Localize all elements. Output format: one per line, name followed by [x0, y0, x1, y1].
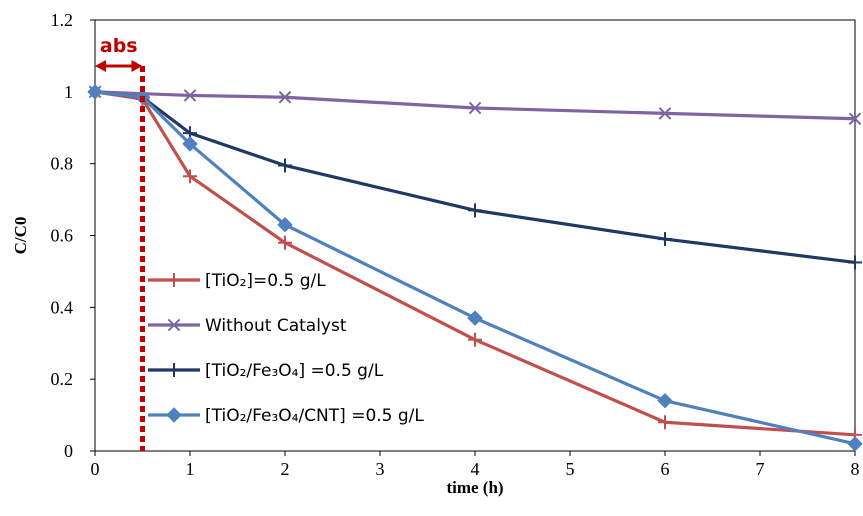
- data-point: [468, 332, 482, 347]
- data-point: [278, 158, 292, 173]
- data-point: [848, 112, 862, 126]
- x-tick-label: 4: [471, 459, 480, 479]
- data-point: [182, 136, 198, 152]
- x-marker-b: [183, 89, 197, 102]
- y-tick-label: 0.8: [51, 154, 74, 174]
- x-tick-label: 7: [756, 459, 765, 479]
- series-3: [88, 84, 862, 270]
- y-tick-label: 0.2: [51, 369, 74, 389]
- x-marker-b: [848, 112, 862, 126]
- data-point: [183, 89, 197, 102]
- x-marker-b: [278, 90, 292, 104]
- abs-arrow-head-right: [131, 60, 143, 72]
- data-point: [278, 90, 292, 104]
- y-axis-ticks: 0 0.2 0.4 0.6 0.8 1 1.2: [51, 10, 95, 461]
- diamond-marker: [87, 84, 103, 100]
- y-tick-label: 1.2: [51, 10, 74, 30]
- data-point: [277, 217, 293, 233]
- abs-arrow-head-left: [95, 60, 106, 72]
- x-tick-label: 2: [281, 459, 290, 479]
- legend-item-2: Without Catalyst: [148, 316, 347, 336]
- plot-area-border: [94, 19, 856, 452]
- abs-label: abs: [100, 35, 138, 57]
- data-point: [657, 393, 673, 409]
- x-tick-label: 8: [851, 459, 860, 479]
- diamond-marker: [277, 217, 293, 233]
- x-axis-ticks: 0 1 2 3 4 5 6 7 8: [91, 451, 860, 479]
- x-marker-b: [468, 101, 482, 115]
- data-point: [658, 232, 672, 247]
- data-point: [278, 235, 292, 250]
- series-line: [94, 90, 856, 446]
- abs-annotation: [95, 60, 145, 451]
- data-point: [468, 101, 482, 115]
- x-marker-b: [167, 318, 181, 332]
- legend-item-1: [TiO₂]=0.5 g/L: [148, 271, 326, 291]
- x-tick-label: 0: [91, 459, 100, 479]
- legend: [TiO₂]=0.5 g/L Without Catalyst [TiO₂/Fe₃O…: [148, 271, 424, 426]
- data-point: [847, 436, 863, 452]
- data-point: [467, 310, 483, 326]
- series-line: [94, 90, 856, 265]
- plot-frame: [94, 19, 856, 452]
- data-point: [658, 415, 672, 430]
- x-tick-label: 3: [376, 459, 385, 479]
- x-tick-label: 6: [661, 459, 670, 479]
- x-tick-label: 1: [186, 459, 195, 479]
- y-axis-title: C/C0: [11, 217, 30, 255]
- series-group: [87, 84, 863, 452]
- diamond-marker: [657, 393, 673, 409]
- data-point: [183, 169, 197, 184]
- diamond-marker: [182, 136, 198, 152]
- legend-label: [TiO₂/Fe₃O₄] =0.5 g/L: [205, 361, 384, 381]
- y-tick-label: 1: [64, 82, 73, 102]
- legend-label: [TiO₂]=0.5 g/L: [205, 271, 326, 291]
- series-line: [94, 90, 856, 437]
- series-4: [87, 84, 863, 452]
- series-2: [88, 85, 862, 126]
- data-point: [848, 255, 862, 270]
- legend-item-4: [TiO₂/Fe₃O₄/CNT] =0.5 g/L: [148, 406, 424, 426]
- data-point: [658, 107, 672, 120]
- x-marker-b: [658, 107, 672, 120]
- diamond-marker: [467, 310, 483, 326]
- y-tick-label: 0.6: [51, 226, 74, 246]
- series-line: [94, 90, 856, 121]
- legend-label: [TiO₂/Fe₃O₄/CNT] =0.5 g/L: [205, 406, 424, 426]
- diamond-marker: [166, 407, 182, 423]
- y-tick-label: 0.4: [51, 297, 74, 317]
- x-tick-label: 5: [566, 459, 575, 479]
- diamond-marker: [847, 436, 863, 452]
- data-point: [87, 84, 103, 100]
- x-axis-title: time (h): [446, 478, 503, 497]
- legend-label: Without Catalyst: [205, 316, 347, 336]
- y-tick-label: 0: [64, 441, 73, 461]
- data-point: [468, 203, 482, 218]
- legend-item-3: [TiO₂/Fe₃O₄] =0.5 g/L: [148, 361, 384, 381]
